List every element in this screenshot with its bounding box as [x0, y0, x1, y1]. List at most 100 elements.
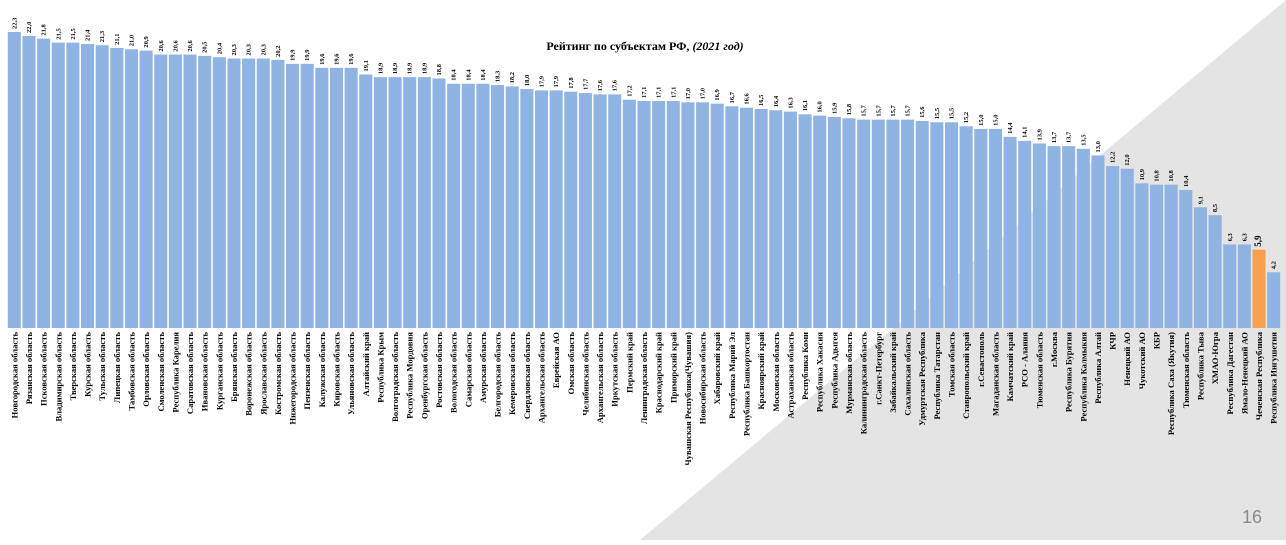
category-label: Тюменская область	[1034, 332, 1044, 409]
category-label: Чеченская Республика	[1254, 331, 1264, 420]
category-label: ХМАО-Югра	[1210, 331, 1220, 384]
category-label: Курганская область	[214, 332, 224, 411]
bar	[1018, 140, 1032, 328]
category-label: Воронежская область	[244, 332, 254, 416]
value-label: 15,6	[919, 106, 926, 118]
category-label: Свердловская область	[522, 332, 532, 420]
value-label: 13,7	[1066, 131, 1073, 143]
bar	[798, 114, 812, 328]
value-label: 16,4	[773, 95, 780, 107]
value-label: 21,4	[85, 29, 92, 41]
category-label: Новгородская область	[9, 332, 19, 419]
bar	[315, 67, 329, 328]
value-label: 15,7	[861, 104, 868, 116]
bar	[783, 111, 797, 328]
category-label: Республика Марий Эл	[727, 332, 737, 419]
bar	[1252, 249, 1266, 328]
bar	[271, 59, 285, 329]
value-label: 15,8	[846, 103, 853, 115]
category-label: Пензенская область	[302, 332, 312, 410]
value-label: 15,5	[949, 107, 956, 119]
bar	[139, 50, 153, 328]
bar	[329, 67, 343, 328]
value-label: 16,0	[817, 101, 824, 112]
category-label: Саратовская область	[185, 332, 195, 415]
category-label: Ленинградская область	[639, 332, 649, 425]
value-label: 10,9	[1139, 168, 1146, 180]
bar	[388, 77, 402, 328]
value-label: 17,2	[626, 85, 633, 96]
bar	[549, 90, 563, 329]
bar	[827, 116, 841, 328]
category-label: г.Санкт-Петербург	[873, 332, 883, 405]
bar	[945, 122, 959, 328]
category-label: Астраханская область	[785, 332, 795, 419]
value-label: 20,3	[260, 43, 267, 55]
value-labels-group: 22,3 22,0 21,8 21,5 21,5 21,4 21,3 21,1 21,0 20,9…	[11, 17, 1277, 269]
category-label: Пермский край	[624, 332, 634, 393]
bar	[534, 90, 549, 329]
category-label: Архангельская область	[595, 332, 605, 424]
category-label: Республика Карелия	[170, 332, 180, 413]
bar	[344, 67, 358, 328]
value-label: 18,9	[421, 62, 428, 74]
value-label: 17,6	[612, 79, 619, 91]
value-label: 15,0	[978, 115, 985, 126]
bar	[1076, 148, 1090, 328]
bar	[37, 38, 51, 328]
value-label: 17,7	[582, 78, 589, 90]
value-label: 13,0	[1095, 141, 1102, 152]
category-label: Красноярский край	[756, 332, 766, 409]
category-label: Ростовская область	[434, 332, 444, 408]
value-label: 20,5	[202, 41, 209, 53]
bar	[930, 122, 944, 328]
category-label: Забайкальский край	[888, 332, 898, 413]
category-label: Смоленская область	[156, 332, 166, 412]
category-label: Тверская область	[68, 332, 78, 401]
category-label: Ненецкий АО	[1122, 332, 1132, 386]
category-label: Мурманская область	[844, 332, 854, 414]
bar	[491, 85, 505, 328]
value-label: 18,4	[465, 69, 472, 81]
category-label: КБР	[1152, 332, 1162, 349]
category-label: Республика Тыва	[1195, 331, 1205, 400]
value-label: 18,4	[451, 69, 458, 81]
value-label: 13,7	[1051, 131, 1058, 143]
bar	[769, 110, 783, 328]
value-label: 19,1	[363, 60, 370, 71]
value-label: 10,8	[1154, 170, 1161, 182]
category-label: Еврейская АО	[551, 332, 561, 388]
bar	[754, 108, 768, 329]
category-label: Краснодарский край	[654, 332, 664, 413]
bar	[857, 119, 871, 328]
category-label: Приморский край	[668, 332, 678, 403]
bar	[1047, 146, 1061, 328]
bar	[1120, 168, 1134, 328]
value-label: 15,5	[934, 107, 941, 119]
category-label: Республика Башкортостан	[742, 332, 752, 436]
bar	[95, 45, 109, 329]
value-label: 16,6	[744, 93, 751, 105]
category-label: Республика Дагестан	[1225, 332, 1235, 414]
category-label: Республика Бурятия	[1064, 332, 1074, 412]
category-label: Ивановская область	[200, 332, 210, 412]
value-label: 20,4	[216, 42, 223, 54]
value-label: 20,3	[246, 43, 253, 55]
category-label: Курская область	[83, 332, 93, 397]
category-label: Нижегородская область	[288, 332, 298, 425]
value-label: 12,0	[1124, 154, 1131, 165]
category-label: Архангельская область	[536, 332, 546, 424]
category-label: Тульская область	[97, 332, 107, 401]
category-label: Республика Саха (Якутия)	[1166, 332, 1176, 435]
bar	[154, 54, 168, 328]
value-label: 10,8	[1168, 170, 1175, 182]
value-label: 15,7	[875, 104, 882, 116]
bar	[696, 102, 710, 328]
value-label: 17,6	[597, 79, 604, 91]
category-label: Республика Алтай	[1093, 332, 1103, 404]
category-label: РСО - Алания	[1020, 332, 1030, 388]
bar	[739, 107, 754, 328]
bar	[959, 126, 973, 329]
value-label: 18,9	[392, 62, 399, 74]
bar	[1208, 215, 1222, 328]
